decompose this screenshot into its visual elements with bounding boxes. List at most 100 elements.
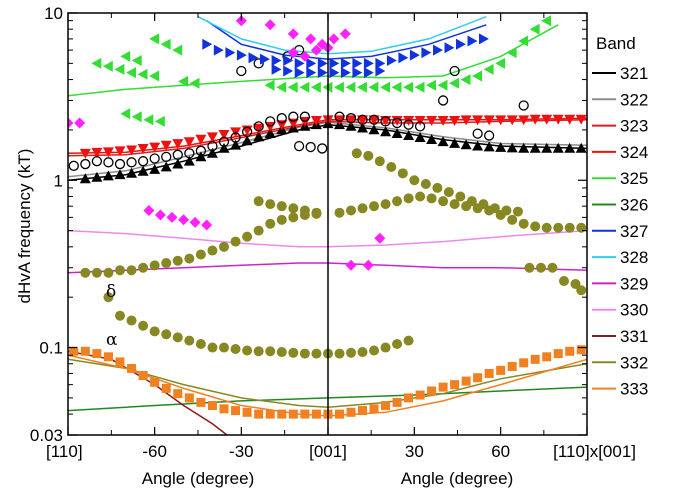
marker-circle-open bbox=[449, 65, 460, 77]
marker-square bbox=[103, 352, 113, 362]
marker-triangle-right bbox=[444, 42, 455, 54]
marker-circle bbox=[276, 347, 287, 358]
marker-circle bbox=[126, 315, 137, 326]
marker-circle bbox=[455, 191, 466, 202]
marker-circle bbox=[369, 201, 380, 212]
band-325-curve bbox=[68, 24, 559, 97]
marker-square bbox=[80, 346, 90, 356]
marker-triangle-right bbox=[340, 67, 351, 79]
marker-circle bbox=[311, 348, 322, 359]
marker-circle-open bbox=[299, 111, 311, 122]
band-331-curve bbox=[68, 350, 228, 435]
marker-triangle-up bbox=[449, 138, 461, 148]
marker-circle bbox=[230, 236, 241, 247]
marker-circle bbox=[230, 344, 241, 355]
marker-triangle-left bbox=[391, 81, 402, 93]
marker-square bbox=[69, 346, 79, 356]
marker-triangle-left bbox=[472, 70, 482, 82]
marker-triangle-right bbox=[294, 67, 305, 79]
marker-triangle-left bbox=[414, 81, 425, 93]
marker-circle bbox=[91, 267, 102, 278]
marker-circle-open bbox=[414, 121, 426, 132]
marker-square bbox=[150, 377, 160, 387]
marker-circle bbox=[299, 205, 310, 216]
x-tick-label: -60 bbox=[142, 442, 167, 461]
marker-circle bbox=[161, 258, 172, 269]
marker-square bbox=[92, 349, 102, 359]
marker-triangle-up bbox=[403, 130, 415, 140]
marker-triangle-right bbox=[363, 67, 374, 79]
marker-circle bbox=[346, 205, 357, 216]
marker-circle-open bbox=[345, 113, 357, 124]
marker-triangle-left bbox=[91, 57, 102, 69]
marker-triangle-up bbox=[126, 167, 138, 178]
marker-circle-open bbox=[253, 58, 264, 69]
marker-circle bbox=[518, 218, 529, 229]
marker-triangle-up bbox=[552, 142, 564, 153]
marker-triangle-down bbox=[564, 114, 576, 125]
marker-triangle-down bbox=[357, 115, 368, 126]
marker-triangle-left bbox=[149, 33, 160, 45]
marker-square bbox=[254, 409, 264, 419]
marker-triangle-up bbox=[345, 120, 357, 131]
marker-triangle-down bbox=[483, 115, 495, 126]
marker-triangle-up bbox=[564, 142, 576, 153]
marker-circle bbox=[138, 320, 149, 331]
marker-circle-open bbox=[172, 149, 183, 160]
marker-triangle-right bbox=[409, 49, 420, 61]
marker-circle bbox=[115, 265, 125, 276]
marker-circle-open bbox=[207, 140, 218, 152]
marker-triangle-up bbox=[575, 142, 587, 153]
marker-triangle-down bbox=[529, 114, 541, 125]
marker-circle bbox=[149, 260, 160, 271]
marker-triangle-right bbox=[225, 47, 236, 59]
marker-square bbox=[231, 406, 241, 416]
marker-triangle-up bbox=[114, 169, 126, 180]
marker-circle-open bbox=[472, 128, 483, 139]
marker-circle bbox=[530, 221, 541, 232]
marker-triangle-right bbox=[398, 52, 409, 64]
marker-square bbox=[207, 401, 217, 411]
marker-triangle-right bbox=[271, 63, 282, 75]
marker-circle-open bbox=[293, 140, 305, 152]
marker-circle bbox=[161, 329, 172, 340]
marker-triangle-up bbox=[437, 136, 449, 147]
marker-circle bbox=[576, 222, 587, 233]
marker-circle bbox=[380, 342, 391, 353]
marker-triangle-down bbox=[403, 116, 415, 126]
marker-diamond bbox=[74, 117, 86, 129]
marker-triangle-right bbox=[363, 57, 374, 69]
marker-triangle-up bbox=[79, 173, 91, 184]
marker-triangle-up bbox=[368, 124, 380, 135]
marker-square bbox=[392, 397, 402, 407]
marker-diamond bbox=[287, 47, 299, 59]
marker-circle bbox=[288, 203, 299, 214]
marker-circle bbox=[242, 345, 253, 356]
marker-circle bbox=[357, 347, 368, 358]
marker-triangle-left bbox=[437, 79, 448, 91]
marker-triangle-right bbox=[202, 38, 213, 50]
marker-circle-open bbox=[241, 126, 253, 137]
marker-circle-open bbox=[230, 132, 241, 143]
marker-square bbox=[184, 393, 194, 403]
marker-triangle-up bbox=[172, 158, 184, 169]
marker-circle bbox=[265, 346, 276, 357]
marker-diamond bbox=[310, 44, 322, 56]
x-tick-label: [001] bbox=[309, 442, 347, 461]
marker-triangle-up bbox=[541, 142, 553, 153]
marker-circle bbox=[195, 338, 206, 349]
marker-triangle-up bbox=[206, 147, 218, 158]
marker-triangle-up bbox=[91, 171, 103, 182]
marker-circle bbox=[207, 245, 218, 256]
marker-triangle-up bbox=[253, 131, 265, 142]
legend-label-331: 331 bbox=[620, 327, 648, 346]
marker-circle bbox=[512, 206, 523, 217]
marker-triangle-right bbox=[479, 33, 489, 45]
marker-triangle-down bbox=[230, 127, 242, 138]
marker-triangle-down bbox=[206, 132, 218, 143]
marker-circle bbox=[276, 201, 287, 212]
marker-circle-open bbox=[288, 111, 299, 122]
marker-square bbox=[415, 390, 425, 400]
marker-triangle-right bbox=[421, 47, 432, 59]
marker-square bbox=[542, 352, 552, 362]
